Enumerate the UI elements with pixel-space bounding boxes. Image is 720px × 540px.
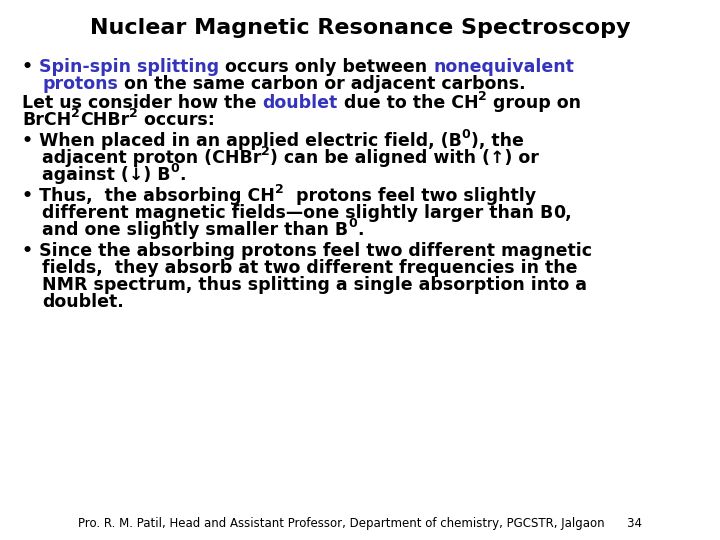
Text: protons feel two slightly: protons feel two slightly	[284, 187, 536, 205]
Text: occurs only between: occurs only between	[220, 58, 433, 76]
Text: on the same carbon or adjacent carbons.: on the same carbon or adjacent carbons.	[118, 75, 526, 93]
Text: 0,: 0,	[553, 204, 572, 222]
Text: doublet: doublet	[263, 94, 338, 112]
Text: 2: 2	[275, 183, 284, 195]
Text: ) can be aligned with (↑) or: ) can be aligned with (↑) or	[270, 149, 539, 167]
Text: 2: 2	[130, 106, 138, 120]
Text: NMR spectrum, thus splitting a single absorption into a: NMR spectrum, thus splitting a single ab…	[42, 276, 587, 294]
Text: 2: 2	[478, 90, 487, 103]
Text: .: .	[357, 221, 364, 239]
Text: nonequivalent: nonequivalent	[433, 58, 575, 76]
Text: Pro. R. M. Patil, Head and Assistant Professor, Department of chemistry, PGCSTR,: Pro. R. M. Patil, Head and Assistant Pro…	[78, 517, 642, 530]
Text: 2: 2	[261, 145, 270, 158]
Text: 0: 0	[171, 161, 179, 174]
Text: • Thus,  the absorbing CH: • Thus, the absorbing CH	[22, 187, 275, 205]
Text: Nuclear Magnetic Resonance Spectroscopy: Nuclear Magnetic Resonance Spectroscopy	[90, 18, 630, 38]
Text: occurs:: occurs:	[138, 111, 215, 129]
Text: CHBr: CHBr	[80, 111, 130, 129]
Text: different magnetic fields—one slightly larger than B: different magnetic fields—one slightly l…	[42, 204, 553, 222]
Text: •: •	[22, 58, 39, 76]
Text: due to the CH: due to the CH	[338, 94, 478, 112]
Text: 0: 0	[348, 217, 357, 230]
Text: protons: protons	[42, 75, 118, 93]
Text: 2: 2	[71, 106, 80, 120]
Text: .: .	[179, 166, 186, 184]
Text: • Since the absorbing protons feel two different magnetic: • Since the absorbing protons feel two d…	[22, 242, 592, 260]
Text: against (↓) B: against (↓) B	[42, 166, 171, 184]
Text: 0: 0	[462, 127, 471, 140]
Text: Let us consider how the: Let us consider how the	[22, 94, 263, 112]
Text: BrCH: BrCH	[22, 111, 71, 129]
Text: adjacent proton (CHBr: adjacent proton (CHBr	[42, 149, 261, 167]
Text: and one slightly smaller than B: and one slightly smaller than B	[42, 221, 348, 239]
Text: ), the: ), the	[471, 132, 523, 150]
Text: fields,  they absorb at two different frequencies in the: fields, they absorb at two different fre…	[42, 259, 577, 277]
Text: Spin-spin splitting: Spin-spin splitting	[39, 58, 220, 76]
Text: doublet.: doublet.	[42, 293, 124, 311]
Text: • When placed in an applied electric field, (B: • When placed in an applied electric fie…	[22, 132, 462, 150]
Text: group on: group on	[487, 94, 581, 112]
